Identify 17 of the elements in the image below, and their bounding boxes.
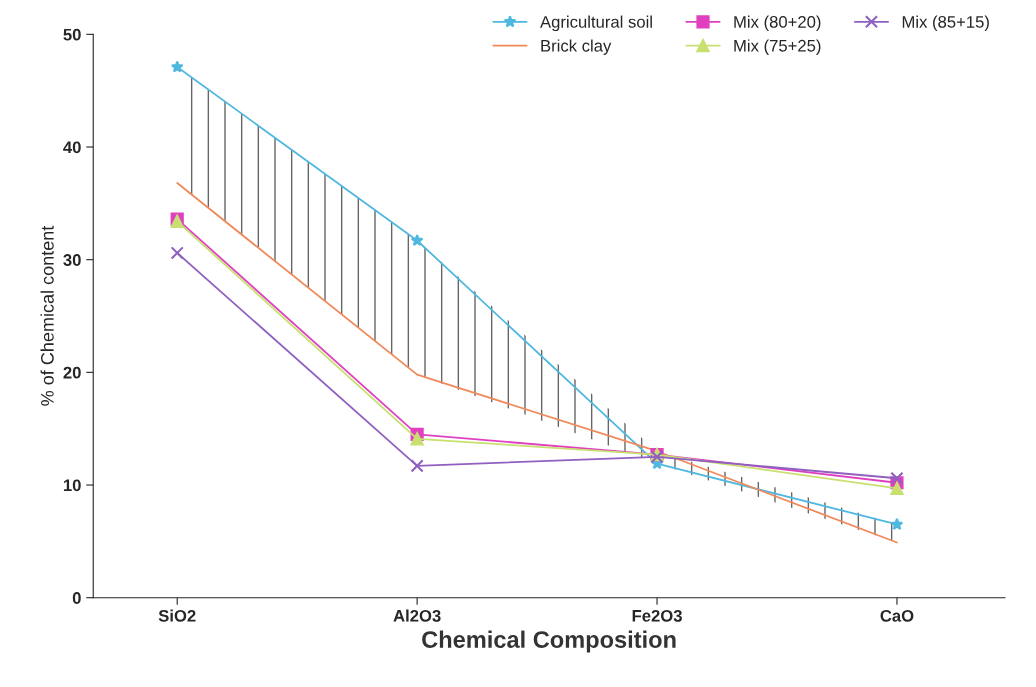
legend-label: Brick clay (541, 39, 612, 55)
legend-label: Mix (75+25) (734, 39, 821, 55)
y-tick-label: 30 (63, 254, 81, 266)
x-tick-label: SiO2 (158, 609, 196, 622)
y-tick-label: 0 (72, 592, 81, 604)
x-axis-title: Chemical Composition (422, 630, 676, 653)
legend-label: Mix (80+20) (734, 15, 821, 32)
y-tick-label: 10 (63, 479, 81, 492)
x-tick-label: CaO (880, 609, 914, 622)
x-tick-label: Al2O3 (393, 609, 441, 622)
y-tick-label: 50 (63, 28, 81, 41)
y-tick-label: 20 (63, 366, 81, 379)
legend-label: Agricultural soil (540, 15, 652, 32)
legend-label: Mix (85+15) (902, 15, 989, 32)
x-tick-label: Fe2O3 (632, 609, 682, 622)
y-axis-title: % of Chemical content (40, 225, 54, 406)
y-tick-label: 40 (63, 141, 81, 154)
